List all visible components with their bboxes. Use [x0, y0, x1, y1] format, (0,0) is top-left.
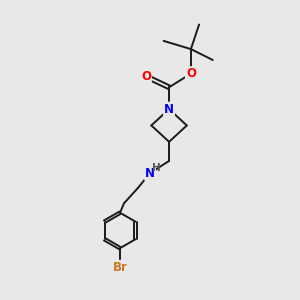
Text: Br: Br: [112, 261, 128, 274]
Text: N: N: [164, 103, 174, 116]
Text: H: H: [152, 163, 160, 173]
Text: N: N: [145, 167, 155, 180]
Text: O: O: [141, 70, 151, 83]
Text: O: O: [186, 67, 196, 80]
